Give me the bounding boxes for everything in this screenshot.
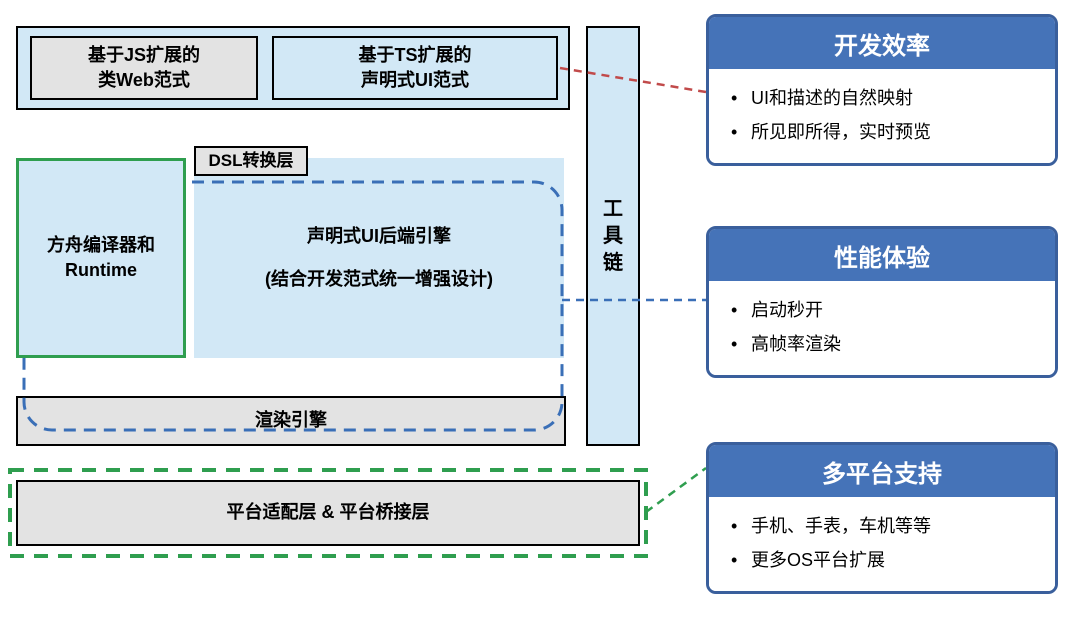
dsl-label-text: DSL转换层 [209,149,294,173]
connector-green [646,468,706,512]
render-engine-block: 渲染引擎 [16,396,566,446]
render-engine-label: 渲染引擎 [255,408,327,433]
callout-multi-platform-body: 手机、手表，车机等等 更多OS平台扩展 [709,497,1055,591]
toolchain-label: 工具链 [603,196,623,277]
callout-dev-efficiency-header: 开发效率 [709,17,1055,69]
callout-performance: 性能体验 启动秒开 高帧率渲染 [706,226,1058,378]
ts-declarative-paradigm-block: 基于TS扩展的声明式UI范式 [272,36,558,100]
callout-dev-efficiency-title: 开发效率 [834,26,930,61]
declarative-ui-backend-block: 声明式UI后端引擎 (结合开发范式统一增强设计) [194,158,564,358]
callout-dev-item: UI和描述的自然映射 [725,81,1039,115]
callout-performance-header: 性能体验 [709,229,1055,281]
js-web-paradigm-label: 基于JS扩展的类Web范式 [88,43,200,93]
callout-multi-platform: 多平台支持 手机、手表，车机等等 更多OS平台扩展 [706,442,1058,594]
platform-layer-label: 平台适配层 & 平台桥接层 [227,500,430,525]
callout-perf-item: 高帧率渲染 [725,327,1039,361]
dsl-transform-layer-label: DSL转换层 [194,146,308,176]
callout-performance-title: 性能体验 [834,238,930,273]
callout-multi-item: 更多OS平台扩展 [725,543,1039,577]
callout-multi-platform-header: 多平台支持 [709,445,1055,497]
platform-adapter-bridge-block: 平台适配层 & 平台桥接层 [16,480,640,546]
backend-engine-title: 声明式UI后端引擎 [307,224,451,249]
callout-dev-item: 所见即所得，实时预览 [725,115,1039,149]
ts-declarative-paradigm-label: 基于TS扩展的声明式UI范式 [358,43,471,93]
ark-compiler-runtime-label: 方舟编译器和Runtime [47,233,155,283]
ark-compiler-runtime-block: 方舟编译器和Runtime [16,158,186,358]
callout-performance-body: 启动秒开 高帧率渲染 [709,281,1055,375]
callout-dev-efficiency: 开发效率 UI和描述的自然映射 所见即所得，实时预览 [706,14,1058,166]
toolchain-block: 工具链 [586,26,640,446]
callout-dev-efficiency-body: UI和描述的自然映射 所见即所得，实时预览 [709,69,1055,163]
callout-multi-item: 手机、手表，车机等等 [725,509,1039,543]
backend-engine-subtitle: (结合开发范式统一增强设计) [265,267,493,292]
callout-perf-item: 启动秒开 [725,293,1039,327]
callout-multi-platform-title: 多平台支持 [822,454,942,489]
js-web-paradigm-block: 基于JS扩展的类Web范式 [30,36,258,100]
